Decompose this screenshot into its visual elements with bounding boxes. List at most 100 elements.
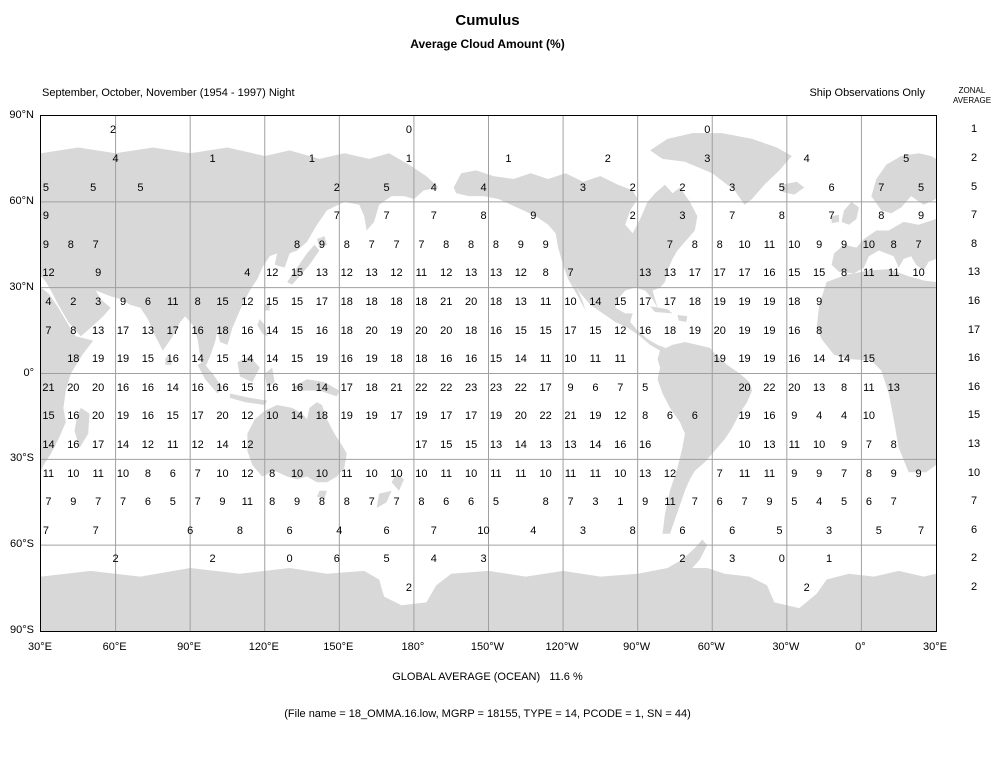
grid-value: 19 [688, 324, 701, 337]
grid-value: 14 [241, 353, 254, 366]
grid-value: 1 [826, 553, 833, 566]
grid-value: 9 [840, 238, 848, 251]
grid-value: 19 [763, 324, 776, 337]
grid-value: 20 [216, 410, 229, 423]
grid-value: 19 [116, 353, 130, 366]
grid-value: 7 [383, 210, 390, 223]
grid-value: 7 [92, 524, 99, 537]
grid-value: 6 [592, 381, 599, 394]
grid-value: 15 [216, 295, 229, 308]
grid-value: 14 [290, 410, 304, 423]
grid-value: 19 [340, 410, 353, 423]
grid-value: 4 [244, 267, 251, 280]
grid-value: 20 [92, 410, 105, 423]
grid-value: 9 [530, 210, 537, 223]
grid-value: 10 [67, 467, 80, 480]
grid-value: 12 [340, 267, 353, 280]
grid-value: 15 [589, 324, 602, 337]
lat-axis: 90°N 60°N 30°N 0° 30°S 60°S 90°S [0, 109, 37, 636]
grid-value: 8 [194, 295, 201, 308]
grid-value: 7 [430, 524, 437, 537]
grid-value: 17 [415, 439, 428, 452]
grid-value: 4 [336, 524, 343, 537]
grid-value: 17 [539, 381, 552, 394]
grid-value: 15 [813, 267, 826, 280]
grid-value: 18 [340, 324, 353, 337]
grid-value: 7 [418, 238, 425, 251]
grid-value: 16 [639, 439, 652, 452]
grid-value: 7 [828, 210, 835, 223]
grid-value: 6 [144, 496, 151, 509]
grid-value: 21 [390, 381, 403, 394]
grid-value: 5 [918, 181, 925, 194]
grid-value: 10 [216, 467, 229, 480]
grid-value: 9 [915, 467, 922, 480]
grid-value: 17 [92, 439, 105, 452]
grid-value: 3 [592, 496, 599, 509]
grid-value: 13 [639, 267, 652, 280]
grid-value: 11 [92, 467, 104, 480]
grid-value: 17 [738, 267, 751, 280]
grid-value: 8 [269, 496, 276, 509]
grid-value: 22 [539, 410, 552, 423]
grid-value: 12 [266, 267, 279, 280]
grid-value: 21 [42, 381, 55, 394]
zonal-average-value: 7 [970, 495, 978, 508]
zonal-average-value: 15 [967, 409, 981, 422]
grid-value: 11 [440, 467, 452, 480]
grid-value: 17 [639, 295, 652, 308]
grid-value: 17 [390, 410, 403, 423]
grid-value: 2 [679, 553, 686, 566]
grid-value: 16 [464, 353, 478, 366]
lon-tick-label: 90°W [623, 641, 651, 653]
grid-value: 10 [862, 238, 875, 251]
grid-value: 21 [440, 295, 453, 308]
grid-value: 2 [333, 181, 340, 194]
grid-value: 13 [663, 267, 677, 280]
zonal-average-value: 16 [967, 352, 981, 365]
grid-value: 16 [440, 353, 453, 366]
grid-value: 11 [664, 496, 676, 509]
grid-value: 11 [539, 295, 552, 308]
grid-value: 10 [390, 467, 403, 480]
grid-value: 8 [492, 238, 500, 251]
grid-value: 16 [191, 324, 204, 337]
grid-value: 6 [865, 496, 872, 509]
landmass-ireland [831, 214, 840, 224]
landmass-greenland [650, 133, 792, 205]
grid-value: 16 [290, 381, 304, 394]
grid-value: 15 [166, 410, 179, 423]
grid-value: 4 [530, 524, 537, 537]
grid-value: 11 [42, 467, 55, 480]
grid-value: 8 [865, 467, 872, 480]
grid-value: 10 [912, 267, 925, 280]
grid-value: 12 [241, 295, 254, 308]
grid-value: 6 [679, 524, 686, 537]
grid-value: 9 [816, 238, 823, 251]
grid-value: 14 [166, 381, 179, 394]
grid-value: 15 [862, 353, 875, 366]
grid-value: 9 [70, 496, 77, 509]
grid-value: 5 [778, 181, 785, 194]
grid-value: 6 [187, 524, 194, 537]
grid-value: 22 [415, 381, 428, 394]
grid-value: 6 [144, 295, 151, 308]
grid-value: 8 [890, 238, 897, 251]
lon-tick-label: 60°E [102, 641, 127, 653]
grid-value: 16 [141, 381, 155, 394]
grid-value: 14 [315, 381, 329, 394]
grid-value: 7 [741, 496, 748, 509]
grid-value: 3 [704, 152, 711, 165]
grid-value: 11 [863, 381, 875, 394]
zonal-average-value: 6 [970, 523, 978, 536]
grid-value: 14 [116, 439, 130, 452]
lon-tick-label: 0° [855, 641, 866, 653]
grid-value: 15 [788, 267, 801, 280]
grid-value: 8 [840, 381, 848, 394]
grid-value: 18 [315, 410, 329, 423]
grid-value: 8 [70, 324, 77, 337]
landmass-sumatra [197, 362, 223, 394]
grid-value: 22 [514, 381, 527, 394]
grid-value: 8 [67, 238, 74, 251]
grid-value: 8 [691, 238, 698, 251]
